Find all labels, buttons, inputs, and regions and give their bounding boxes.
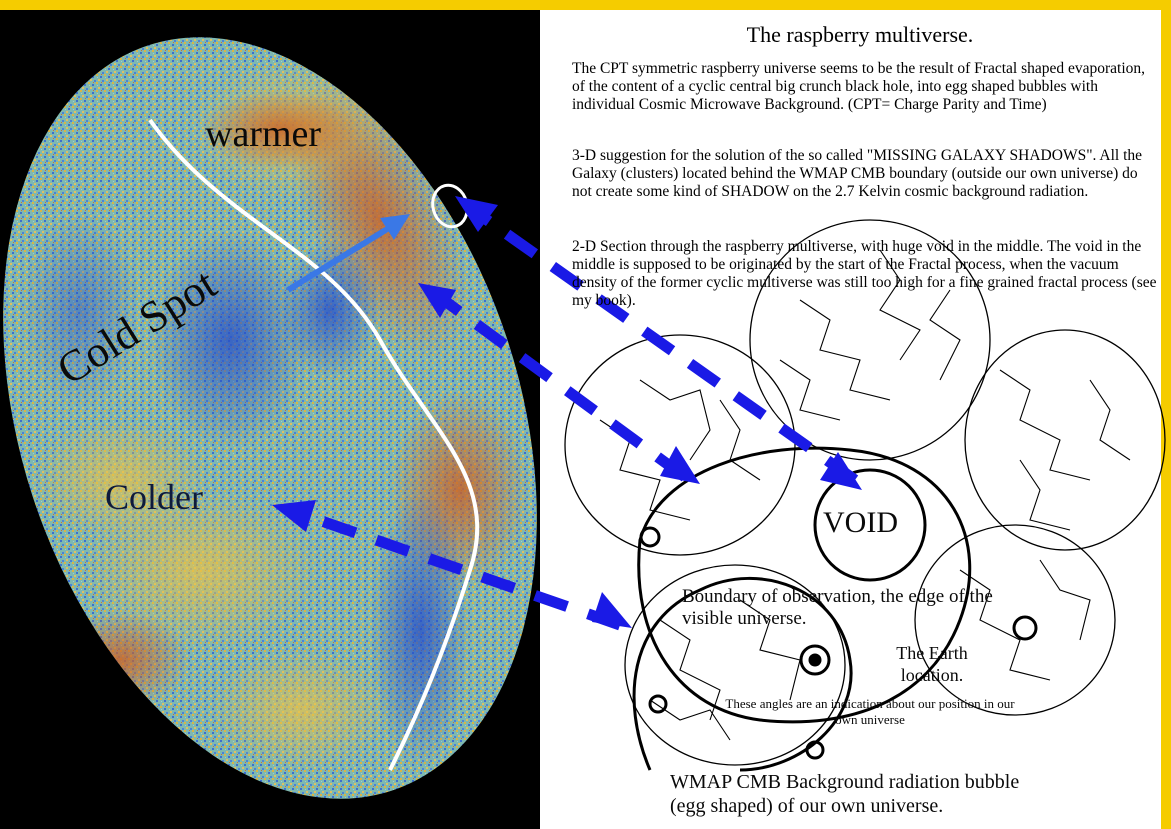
void-label: VOID	[823, 506, 898, 539]
paragraph-1: The CPT symmetric raspberry universe see…	[572, 60, 1146, 113]
paragraph-2: 3-D suggestion for the solution of the s…	[572, 147, 1143, 200]
boundary-label: Boundary of observation, the edge of the…	[682, 586, 993, 629]
warmer-label: warmer	[205, 113, 322, 155]
top-frame-bar	[0, 0, 1171, 10]
fractal-lines	[599, 249, 1131, 741]
angles-label: These angles are an indication about our…	[725, 696, 1015, 727]
page-title: The raspberry multiverse.	[746, 22, 974, 47]
earth-label: The Earth location.	[896, 643, 968, 685]
paragraph-3: 2-D Section through the raspberry multiv…	[572, 238, 1157, 309]
colder-label: Colder	[105, 477, 203, 517]
wmap-label: WMAP CMB Background radiation bubble (eg…	[670, 771, 1020, 817]
right-frame-bar	[1161, 10, 1171, 829]
